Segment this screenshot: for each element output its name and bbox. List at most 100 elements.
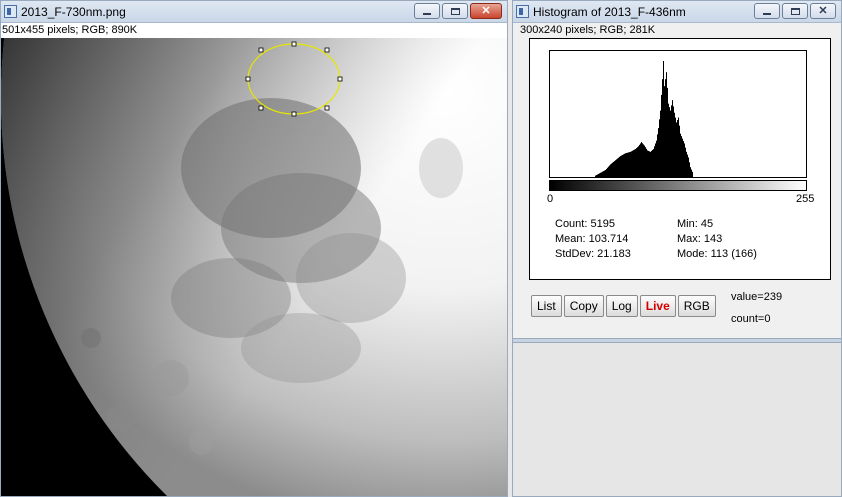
histogram-panel: 0 255 Count: 5195 Mean: 103.714 StdDev: … xyxy=(529,38,831,280)
histogram-bar xyxy=(630,151,631,177)
histogram-window-titlebar[interactable]: Histogram of 2013_F-436nm ✕ xyxy=(513,1,841,23)
image-info: 501x455 pixels; RGB; 890K xyxy=(1,23,507,38)
minimize-button[interactable] xyxy=(754,3,780,19)
histogram-bar xyxy=(638,146,639,177)
histogram-bar xyxy=(677,120,678,177)
histogram-bar xyxy=(681,136,682,177)
histogram-bar xyxy=(606,168,607,177)
histogram-bar xyxy=(672,100,673,177)
histogram-window-title: Histogram of 2013_F-436nm xyxy=(533,5,686,19)
histogram-bar xyxy=(620,156,621,177)
histogram-bar xyxy=(600,172,601,177)
histogram-bar xyxy=(602,171,603,177)
histogram-bar xyxy=(644,145,645,177)
histogram-bar xyxy=(648,150,649,177)
histogram-bar xyxy=(641,142,642,177)
close-icon: ✕ xyxy=(481,4,491,17)
minimize-button[interactable] xyxy=(414,3,440,19)
histogram-bar xyxy=(688,157,689,177)
histogram-bar xyxy=(637,147,638,177)
histogram-bar xyxy=(625,153,626,177)
histogram-bar xyxy=(595,175,596,177)
close-button[interactable]: ✕ xyxy=(810,3,836,19)
histogram-bar xyxy=(639,144,640,177)
histogram-bar xyxy=(616,159,617,177)
empty-panel xyxy=(513,343,841,496)
histogram-bar xyxy=(682,138,683,177)
histogram-bar xyxy=(618,157,619,177)
histogram-bar xyxy=(680,133,681,177)
histogram-bar xyxy=(662,79,663,177)
histogram-bar xyxy=(598,173,599,177)
maximize-button[interactable] xyxy=(442,3,468,19)
log-button[interactable]: Log xyxy=(605,295,638,317)
histogram-bar xyxy=(626,152,627,177)
histogram-bar xyxy=(643,144,644,177)
histogram-bar xyxy=(628,152,629,177)
histogram-bar xyxy=(683,141,684,177)
maximize-button[interactable] xyxy=(782,3,808,19)
histogram-bar xyxy=(631,151,632,177)
histogram-bar xyxy=(645,147,646,177)
histogram-bar xyxy=(652,149,653,177)
histogram-plot xyxy=(549,50,807,178)
histogram-bar xyxy=(690,167,691,177)
histogram-bar xyxy=(629,152,630,177)
close-button[interactable]: ✕ xyxy=(470,3,502,19)
histogram-bar xyxy=(604,170,605,177)
histogram-bar xyxy=(624,153,625,177)
histogram-bar xyxy=(674,112,675,177)
histogram-bar xyxy=(654,146,655,177)
imagej-icon xyxy=(516,5,529,18)
histogram-bar xyxy=(597,174,598,177)
histogram-bar xyxy=(605,170,606,177)
histogram-bar xyxy=(664,86,665,177)
histogram-bar xyxy=(684,143,685,177)
live-button[interactable]: Live xyxy=(639,295,676,317)
stats-right: Min: 45 Max: 143 Mode: 113 (166) xyxy=(677,217,757,262)
minimize-icon xyxy=(423,12,431,15)
histogram-bar xyxy=(659,119,660,177)
rgb-button[interactable]: RGB xyxy=(677,295,716,317)
copy-button[interactable]: Copy xyxy=(563,295,604,317)
histogram-bar xyxy=(613,161,614,177)
histogram-bar xyxy=(614,161,615,177)
histogram-bar xyxy=(657,134,658,177)
histogram-bar xyxy=(608,166,609,177)
axis-min-label: 0 xyxy=(547,193,554,205)
histogram-bar xyxy=(603,171,604,177)
stats-left: Count: 5195 Mean: 103.714 StdDev: 21.183 xyxy=(555,217,631,262)
histogram-bar xyxy=(678,117,679,177)
selection-handles[interactable] xyxy=(245,41,343,117)
stat-mode: Mode: 113 (166) xyxy=(677,248,757,260)
histogram-bar xyxy=(679,125,680,177)
histogram-toolbar: List Copy Log Live RGB xyxy=(531,295,716,317)
histogram-bar xyxy=(686,151,687,177)
imagej-icon xyxy=(4,5,17,18)
maximize-icon xyxy=(790,7,800,15)
histogram-bar xyxy=(615,160,616,177)
histogram-bar xyxy=(607,167,608,177)
histogram-bar xyxy=(633,150,634,177)
histogram-bar xyxy=(621,155,622,177)
image-window-titlebar[interactable]: 2013_F-730nm.png ✕ xyxy=(1,1,507,23)
histogram-bar xyxy=(691,169,692,177)
close-icon: ✕ xyxy=(818,4,828,17)
histogram-bar xyxy=(596,175,597,177)
histogram-bar xyxy=(660,110,661,177)
window-divider[interactable] xyxy=(513,338,841,343)
histogram-bar xyxy=(676,122,677,177)
histogram-bar xyxy=(623,154,624,177)
histogram-bar xyxy=(635,149,636,177)
list-button[interactable]: List xyxy=(531,295,562,317)
histogram-window: Histogram of 2013_F-436nm ✕ 300x240 pixe… xyxy=(512,0,842,497)
axis-max-label: 255 xyxy=(796,193,815,205)
histogram-bar xyxy=(675,117,676,177)
histogram-bar xyxy=(665,79,666,177)
histogram-bar xyxy=(622,154,623,177)
histogram-bar xyxy=(642,143,643,177)
histogram-bar xyxy=(646,148,647,177)
moon-image-canvas[interactable] xyxy=(1,38,507,496)
grayscale-ramp xyxy=(549,180,807,191)
maximize-icon xyxy=(450,7,460,15)
